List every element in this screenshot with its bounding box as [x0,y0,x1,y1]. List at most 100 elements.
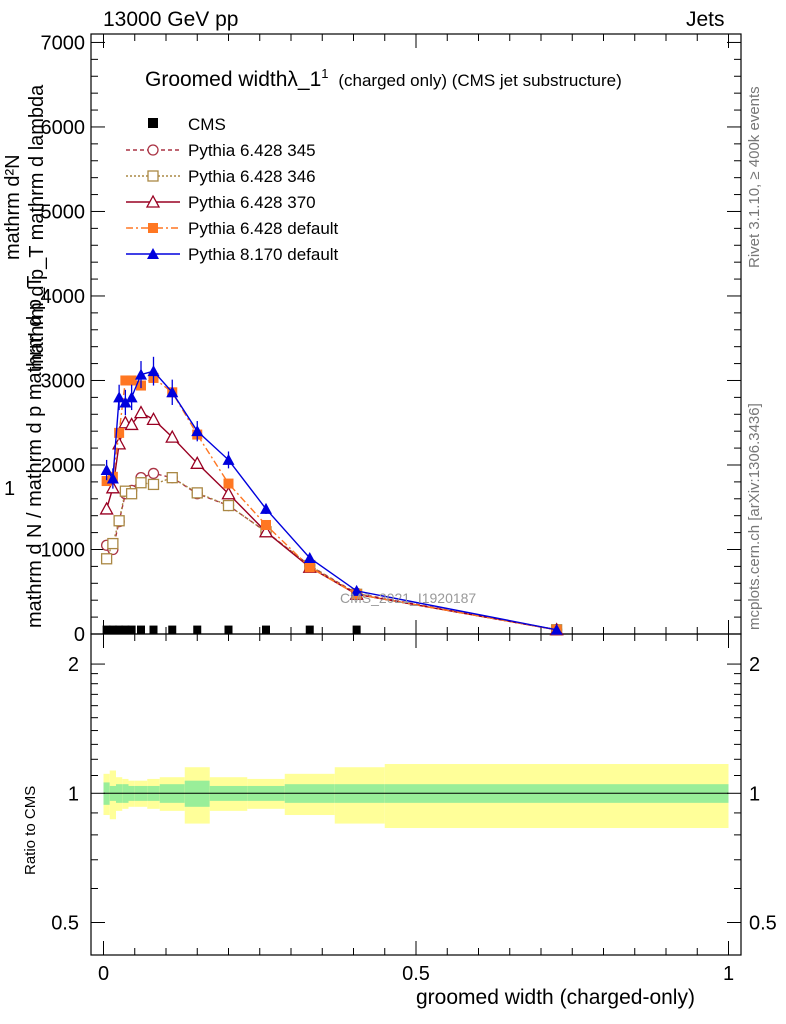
series-0-point [352,625,361,634]
header-right: Jets [686,8,725,31]
series-2-point [100,553,113,565]
legend-label: CMS [188,115,226,134]
series-5-point [125,391,138,403]
series-2-point [191,487,203,499]
legend-label: Pythia 8.170 default [188,245,339,264]
ratio-y-tick-label-right: 1 [749,783,760,805]
series-0-point [102,625,111,634]
chart-title-sup: 1 [321,66,329,81]
chart-title-main: Groomed widthλ_1 [145,68,322,91]
series-3-point [146,411,161,426]
x-axis-label: groomed width (charged-only) [416,986,695,1009]
series-4-point [126,375,137,386]
series-0-point [193,625,202,634]
series-0-point [168,625,177,634]
series-4-point [114,427,125,438]
legend-marker [148,223,158,233]
series-5-point [135,368,147,380]
series-4-line [106,377,557,631]
series-5-point [260,502,272,514]
series-0-point [108,625,117,634]
series-4-point [261,519,271,530]
series-2-line [105,476,557,631]
series-3-point [165,429,180,443]
series-5-point [191,425,204,437]
legend-label: Pythia 6.428 346 [188,167,316,186]
series-3-point [258,524,274,538]
series-5-point [550,623,563,635]
legend-marker [145,194,161,208]
series-1-point [147,467,160,480]
series-5-point [119,396,132,408]
series-4-point [120,375,131,386]
side-mcplots-label: mcplots.cern.ch [arXiv:1306.3436] [746,403,763,630]
ratio-y-tick-label-right: 2 [749,654,760,676]
series-3-point [190,455,205,469]
series-0-point [305,625,314,634]
series-3-point [221,486,236,500]
y-axis-label-top-num: mathrm d²N [2,154,24,260]
series-3-point [99,501,114,515]
header-left: 13000 GeV pp [103,8,239,31]
series-0-point [115,625,124,634]
series-5-line [106,370,557,631]
series-0-point [224,625,233,634]
series-2-point [107,537,119,550]
series-3-point [133,405,149,419]
series-1-line [106,472,557,631]
y-axis-label-bottom: mathrm d N / mathrm d p mathrm d p_T [24,275,46,628]
series-5-point [113,391,126,403]
series-5-point [100,464,113,476]
y-tick-label: 1000 [41,539,86,561]
x-tick-label: 0 [98,963,109,985]
series-5-point [166,386,179,398]
watermark: CMS_2021_I1920187 [340,590,477,606]
ratio-y-tick-label: 0.5 [51,912,79,934]
y-tick-label: 2000 [41,455,86,477]
series-2-point [125,488,138,500]
series-4-point [304,562,315,573]
series-5-point [106,472,119,484]
series-0-point [149,625,158,634]
series-2-point [113,515,125,527]
series-0-point [127,625,136,634]
series-5-point [350,584,363,596]
legend-label: Pythia 6.428 345 [188,141,316,160]
legend-label: Pythia 6.428 default [188,219,339,238]
ratio-y-tick-label: 1 [68,783,79,805]
ratio-y-tick-label-right: 0.5 [749,912,777,934]
y-tick-label: 0 [74,624,85,646]
legend-marker-cms [148,118,158,128]
x-tick-label: 1 [723,963,734,985]
legend-label: Pythia 6.428 370 [188,193,316,212]
y-tick-label: 3000 [41,370,86,392]
series-2-point [147,478,160,491]
series-2-point [222,499,235,512]
series-5-point [222,453,235,465]
y-tick-label: 6000 [41,117,86,139]
ratio-y-tick-label: 2 [68,654,79,676]
y-axis-label-top: mathrm d²N [2,154,25,260]
x-tick-label: 0.5 [402,963,430,985]
series-0-point [137,625,145,634]
y-tick-label: 4000 [41,286,86,308]
series-3-line [105,411,557,631]
series-0-point [121,625,130,634]
chart-title: Groomed widthλ_11 (charged only) (CMS je… [145,66,622,92]
series-4-point [101,476,112,487]
y-tick-label: 7000 [41,32,86,54]
side-rivet-label: Rivet 3.1.10, ≥ 400k events [746,86,763,268]
series-0-point [262,625,270,634]
chart-title-suffix: (charged only) (CMS jet substructure) [338,71,622,90]
series-5-point [147,365,160,377]
legend-marker [147,170,159,182]
ratio-y-label: Ratio to CMS [22,785,39,875]
series-5-point [303,551,316,563]
series-2-point [166,472,178,484]
series-2-point [135,477,147,489]
series-4-point [223,478,234,489]
series-3-point [124,417,139,431]
legend-marker [147,248,159,259]
y-tick-label: 5000 [41,201,86,223]
